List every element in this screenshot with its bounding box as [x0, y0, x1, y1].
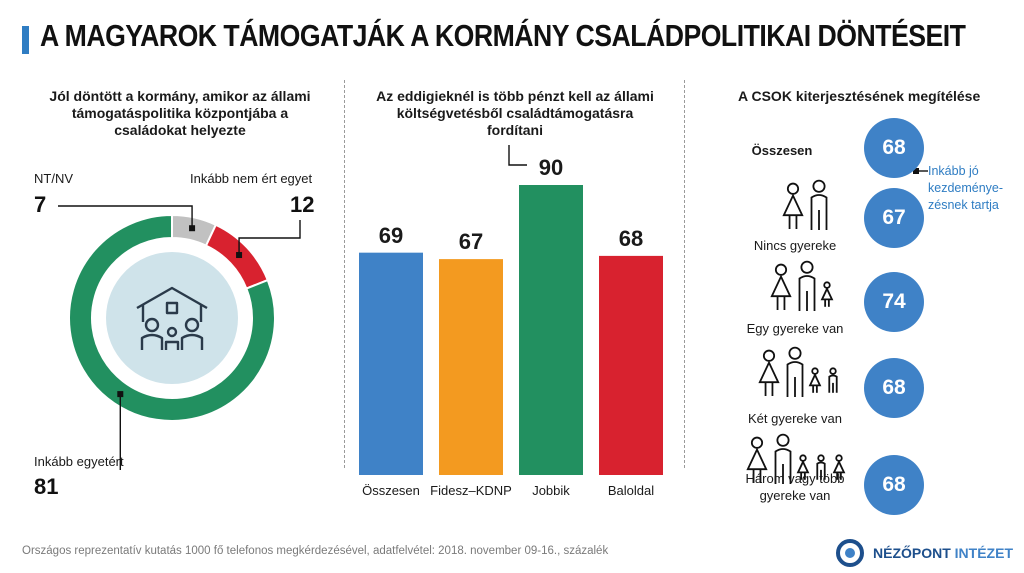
csok-legend-leader — [913, 168, 928, 174]
panel-separator-2 — [684, 80, 685, 468]
donut-label-disagree: Inkább nem ért egyet — [190, 171, 313, 186]
donut-leader-lines — [58, 205, 301, 470]
logo-text: NÉZŐPONT INTÉZET — [873, 545, 1013, 561]
bar-value-label: 68 — [618, 225, 644, 251]
bar-category-label: Jobbik — [532, 483, 570, 498]
title-accent-bar — [22, 26, 29, 54]
csok-legend-line: zésnek tartja — [928, 198, 999, 212]
donut-title: Jól döntött a kormány, amikor az állami … — [20, 88, 340, 139]
csok-group-label: Három vagy több gyereke van — [745, 471, 845, 503]
bar-title: Az eddigieknél is több pénzt kell az áll… — [360, 88, 670, 139]
csok-value-circle: 68 — [864, 358, 924, 418]
csok-group-label: Két gyereke van — [748, 411, 842, 426]
bar-category-label: Fidesz–KDNP — [430, 483, 512, 498]
logo-accent: INTÉZET — [954, 545, 1014, 561]
csok-legend-line: Inkább jó — [928, 164, 979, 178]
footer-source: Országos reprezentatív kutatás 1000 fő t… — [22, 545, 609, 557]
csok-group-label: Egy gyereke van — [746, 321, 844, 336]
donut-label-agree: Inkább egyetért — [34, 454, 124, 469]
nezopont-logo-icon — [836, 539, 864, 567]
bar-baloldal — [599, 255, 663, 475]
bar-category-label: Baloldal — [607, 483, 655, 498]
bar-title-line: fordítani — [487, 122, 543, 138]
donut-slice-agree — [68, 213, 276, 422]
bar-title-line: költségvetésből családtámogatásra — [396, 105, 634, 121]
csok-value-circle: 68 — [864, 455, 924, 515]
bar-value-label: 67 — [458, 229, 484, 255]
donut-value-ntnv: 7 — [34, 192, 47, 217]
family-two-children-icon — [758, 346, 838, 397]
logo-main: NÉZŐPONT — [873, 545, 951, 561]
donut-title-line: családokat helyezte — [114, 122, 246, 138]
csok-value-circle: 67 — [864, 188, 924, 248]
bar-title-leader — [508, 145, 527, 166]
family-three-children-icon — [746, 433, 846, 484]
panel-separator-1 — [344, 80, 345, 468]
csok-legend: Inkább jó kezdeménye- zésnek tartja — [928, 163, 1003, 214]
bar-title-line: Az eddigieknél is több pénzt kell az áll… — [376, 88, 654, 104]
page-title: A MAGYAROK TÁMOGATJÁK A KORMÁNY CSALÁDPO… — [40, 18, 966, 53]
csok-group-label: Nincs gyereke — [753, 238, 837, 253]
bar-fidesz-kdnp — [439, 259, 503, 475]
donut-label-ntnv: NT/NV — [34, 171, 73, 186]
donut-title-line: támogatáspolitika központjába a — [71, 105, 289, 121]
bar-jobbik — [519, 185, 583, 475]
csok-value-circle: 74 — [864, 272, 924, 332]
donut-value-agree: 81 — [34, 474, 59, 499]
csok-group-label: Összesen — [751, 143, 813, 158]
csok-value-circle: 68 — [864, 118, 924, 178]
bar-category-label: Összesen — [362, 483, 420, 498]
family-one-child-icon — [770, 260, 834, 311]
bar-osszesen — [359, 252, 423, 475]
csok-title: A CSOK kiterjesztésének megítélése — [738, 88, 981, 104]
csok-legend-line: kezdeménye- — [928, 181, 1004, 195]
couple-icon — [782, 179, 828, 230]
bar-value-label: 90 — [538, 155, 564, 180]
donut-center — [106, 252, 238, 384]
donut-title-line: Jól döntött a kormány, amikor az állami — [49, 88, 311, 104]
family-house-icon — [136, 286, 208, 350]
bar-value-label: 69 — [378, 222, 404, 248]
donut-value-disagree: 12 — [290, 192, 315, 217]
